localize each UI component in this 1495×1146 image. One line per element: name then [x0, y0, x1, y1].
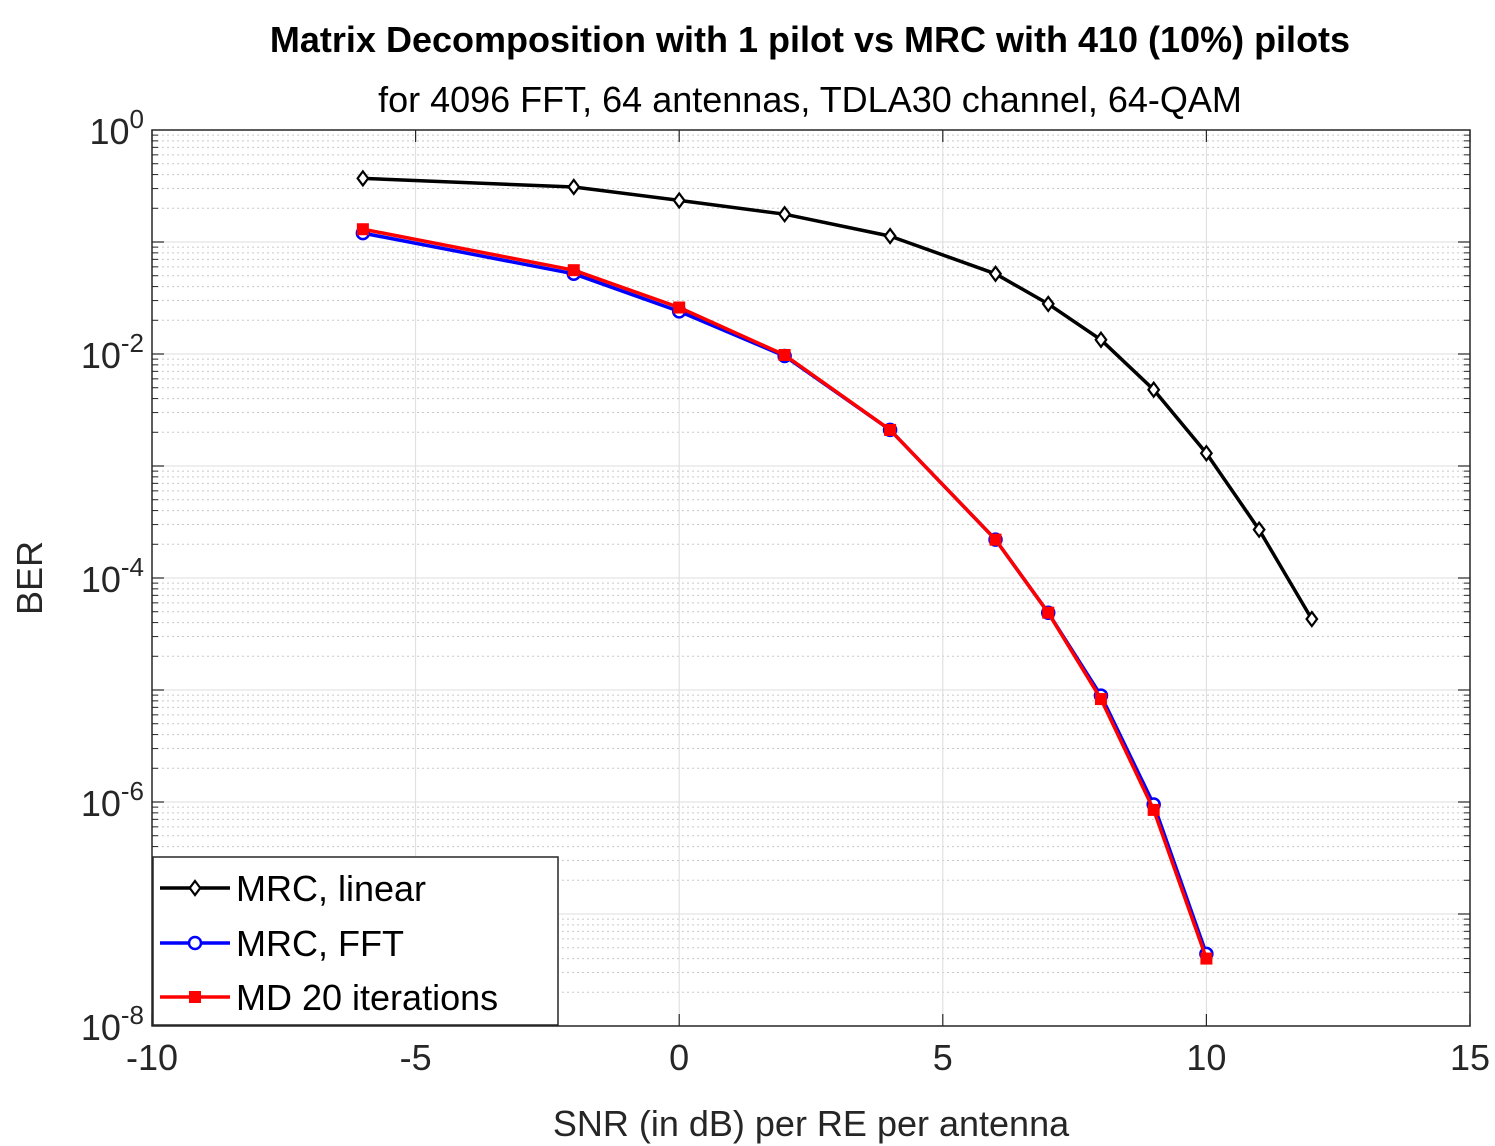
data-point [567, 178, 581, 196]
y-tick-exponent: 0 [130, 104, 144, 134]
y-tick-base: 10 [81, 559, 121, 600]
y-tick-exponent: -4 [121, 552, 144, 582]
legend-label: MD 20 iterations [236, 977, 498, 1018]
y-tick-label: 10-2 [81, 328, 144, 376]
series-line [362, 227, 1209, 960]
data-point [672, 191, 686, 210]
data-point [884, 423, 897, 436]
data-point [567, 264, 580, 277]
series-line [362, 176, 1314, 620]
x-tick-label: 5 [933, 1037, 953, 1078]
y-tick-base: 10 [81, 783, 121, 824]
x-axis-label: SNR (in dB) per RE per antenna [553, 1103, 1070, 1144]
y-tick-label: 100 [89, 104, 144, 152]
x-tick-label: 15 [1450, 1037, 1490, 1078]
data-point [1147, 380, 1161, 399]
plot-frame [151, 129, 1471, 1027]
y-tick-exponent: -2 [121, 328, 144, 358]
chart-title: Matrix Decomposition with 1 pilot vs MRC… [270, 19, 1350, 60]
legend-marker [188, 879, 202, 897]
data-point [1199, 444, 1214, 463]
y-axis-label: BER [9, 541, 50, 615]
y-tick-label: 10-6 [81, 776, 144, 824]
x-tick-label: 10 [1186, 1037, 1226, 1078]
data-point [778, 348, 791, 361]
legend-label: MRC, linear [236, 868, 426, 909]
data-point [1094, 330, 1108, 349]
y-tick-label: 10-8 [81, 1000, 144, 1048]
x-tick-labels: -10 -5 0 5 10 15 [126, 1037, 1490, 1078]
data-point [1094, 693, 1107, 706]
data-point [356, 223, 369, 236]
y-tick-exponent: -6 [121, 776, 144, 806]
data-point [778, 205, 792, 224]
legend-marker [187, 935, 203, 951]
x-tick-label: -10 [126, 1037, 178, 1078]
y-tick-base: 10 [81, 1007, 121, 1048]
data-point [1042, 606, 1055, 619]
series-mrc-linear [356, 169, 1319, 628]
data-point [1147, 803, 1160, 816]
y-tick-base: 10 [89, 111, 129, 152]
series-layer [355, 169, 1319, 965]
data-point [1252, 520, 1266, 539]
data-point [673, 301, 686, 314]
data-point [1041, 295, 1055, 313]
y-tick-label: 10-4 [81, 552, 144, 600]
y-tick-base: 10 [81, 335, 121, 376]
legend-label: MRC, FFT [236, 923, 404, 964]
data-point [988, 264, 1003, 283]
legend-marker [189, 991, 201, 1003]
data-point [989, 533, 1002, 546]
data-point [356, 169, 370, 188]
data-point [883, 227, 897, 245]
data-point [1305, 610, 1319, 628]
y-tick-exponent: -8 [121, 1000, 144, 1030]
x-tick-label: -5 [400, 1037, 432, 1078]
data-point [1200, 952, 1213, 965]
x-tick-label: 0 [669, 1037, 689, 1078]
series-md-20-iterations [356, 223, 1213, 965]
legend: MRC, linear MRC, FFT MD 20 iterations [152, 856, 559, 1026]
chart-subtitle: for 4096 FFT, 64 antennas, TDLA30 channe… [378, 79, 1242, 120]
